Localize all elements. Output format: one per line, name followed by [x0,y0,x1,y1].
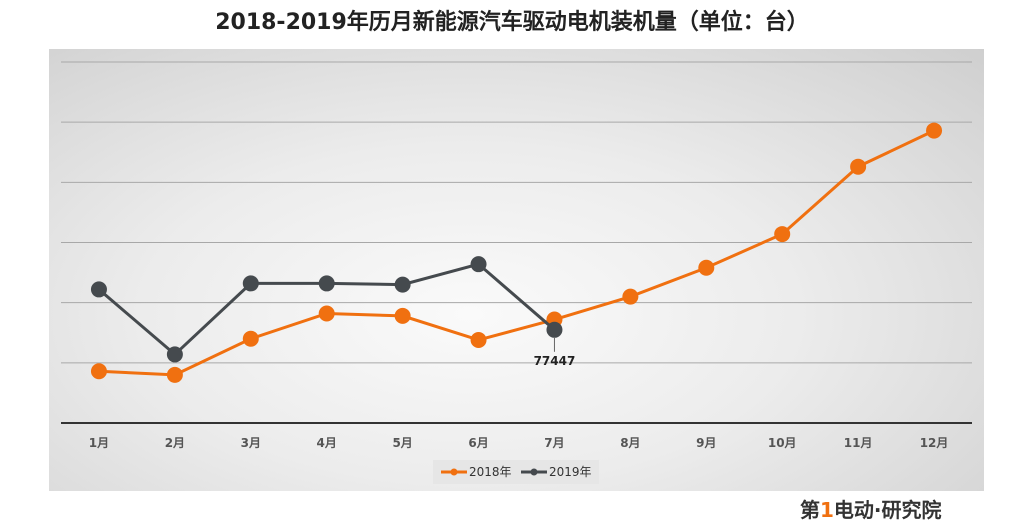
data-point [546,321,563,338]
legend-label: 2018年 [469,465,512,479]
x-tick-label: 9月 [696,436,716,450]
data-point [926,122,943,139]
x-tick-label: 7月 [544,436,564,450]
x-tick-label: 2月 [165,436,185,450]
data-point [90,281,107,298]
logo: 第1电动·研究院 [800,498,942,522]
x-tick-label: 10月 [768,436,797,450]
x-tick-label: 1月 [89,436,109,450]
data-point [242,330,259,347]
chart-title: 2018-2019年历月新能源汽车驱动电机装机量（单位：台） [215,10,809,35]
data-point [166,366,183,383]
data-label: 77447 [534,354,576,368]
data-point [622,288,639,305]
x-tick-label: 11月 [844,436,873,450]
legend-marker [530,468,538,476]
x-tick-label: 5月 [392,436,412,450]
x-tick-label: 4月 [317,436,337,450]
legend-label: 2019年 [549,465,592,479]
data-point [90,363,107,380]
data-point [318,305,335,322]
x-tick-label: 6月 [468,436,488,450]
x-tick-label: 12月 [920,436,949,450]
x-tick-label: 3月 [241,436,261,450]
data-point [850,158,867,175]
data-point [698,259,715,276]
data-point [318,275,335,292]
legend-marker [450,468,458,476]
x-tick-label: 8月 [620,436,640,450]
data-point [242,275,259,292]
data-point [394,307,411,324]
series-line-2018年 [98,129,935,377]
data-point [166,346,183,363]
data-point [470,331,487,348]
data-point [774,226,791,243]
data-point [394,276,411,293]
data-point [470,256,487,273]
